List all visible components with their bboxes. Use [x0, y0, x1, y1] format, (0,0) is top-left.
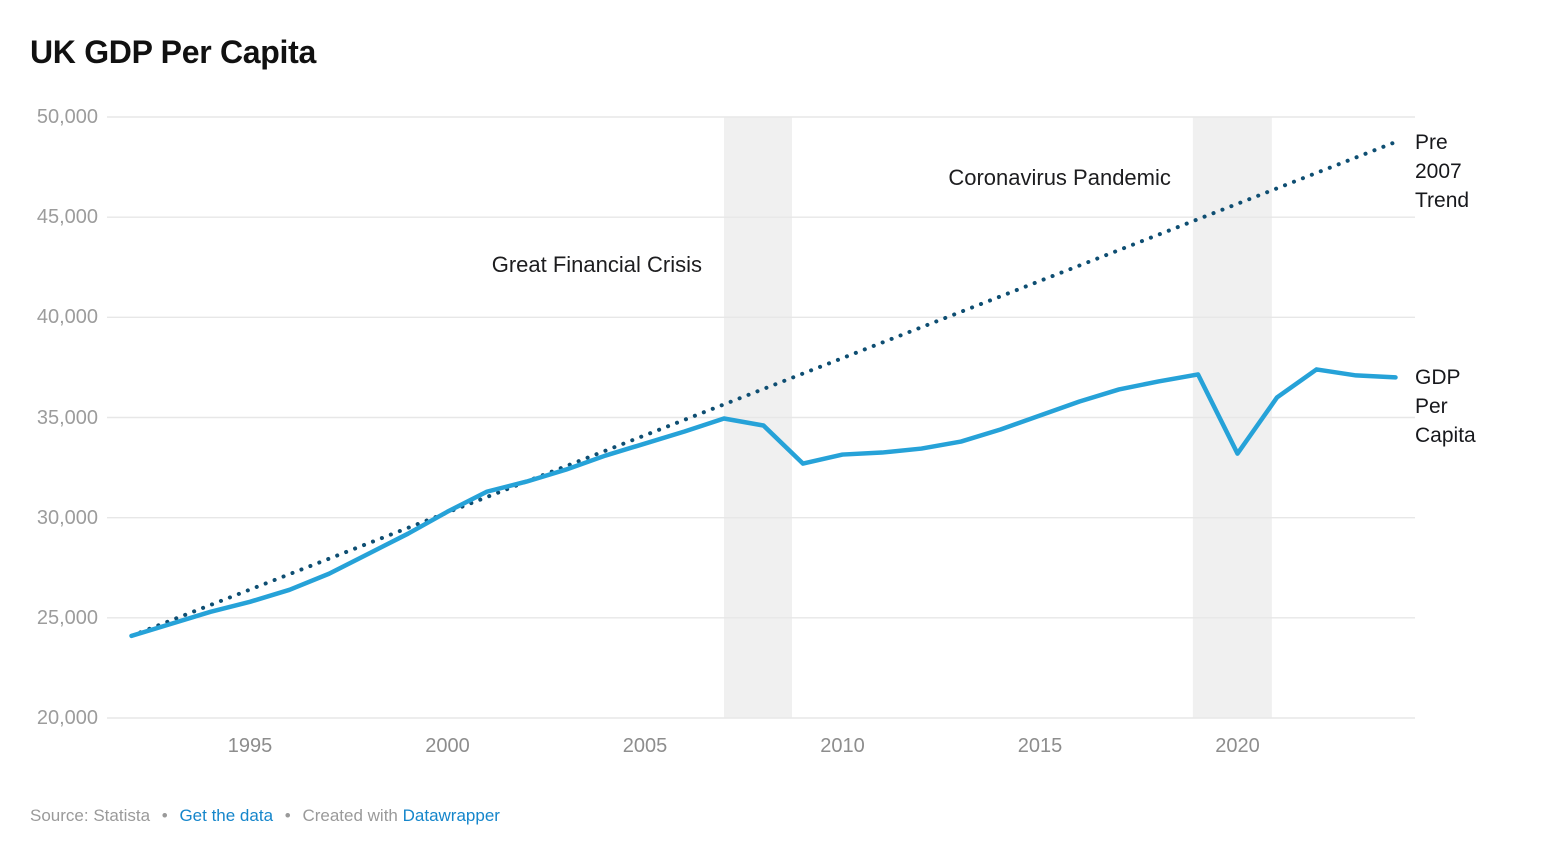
source-label: Source:	[30, 806, 89, 825]
chart-title: UK GDP Per Capita	[30, 34, 316, 70]
y-axis-label: 45,000	[36, 206, 98, 229]
trend-line-end-label: Pre 2007 Trend	[1415, 131, 1470, 213]
y-axis-label: 50,000	[36, 106, 98, 128]
x-axis-label: 1995	[227, 735, 273, 757]
source-name: Statista	[93, 806, 151, 825]
get-the-data-link[interactable]: Get the data	[179, 806, 274, 825]
trend-line[interactable]	[129, 140, 1398, 638]
y-axis-label: 35,000	[36, 406, 98, 429]
y-axis-label: 40,000	[36, 306, 98, 329]
x-axis-label: 2005	[622, 735, 668, 757]
annotation-coronavirus-pandemic: Coronavirus Pandemic	[948, 165, 1171, 190]
datawrapper-link[interactable]: Datawrapper	[402, 806, 500, 825]
created-with-label: Created with	[302, 806, 398, 825]
gdp-line-end-label: GDP Per Capita	[1415, 366, 1476, 448]
y-axis-label: 30,000	[36, 506, 98, 529]
y-axis-label: 20,000	[36, 707, 98, 729]
gdp-line[interactable]	[129, 367, 1398, 639]
x-axis-label: 2010	[820, 735, 865, 757]
x-axis-label: 2000	[425, 735, 470, 757]
annotation-great-financial-crisis: Great Financial Crisis	[491, 252, 702, 277]
footer-separator: •	[284, 806, 291, 825]
footer: Source: Statista • Get the data • Create…	[30, 805, 500, 827]
footer-separator: •	[161, 806, 168, 825]
x-axis-label: 2015	[1017, 735, 1063, 757]
y-axis-label: 25,000	[36, 606, 98, 629]
x-axis-label: 2020	[1215, 735, 1260, 757]
